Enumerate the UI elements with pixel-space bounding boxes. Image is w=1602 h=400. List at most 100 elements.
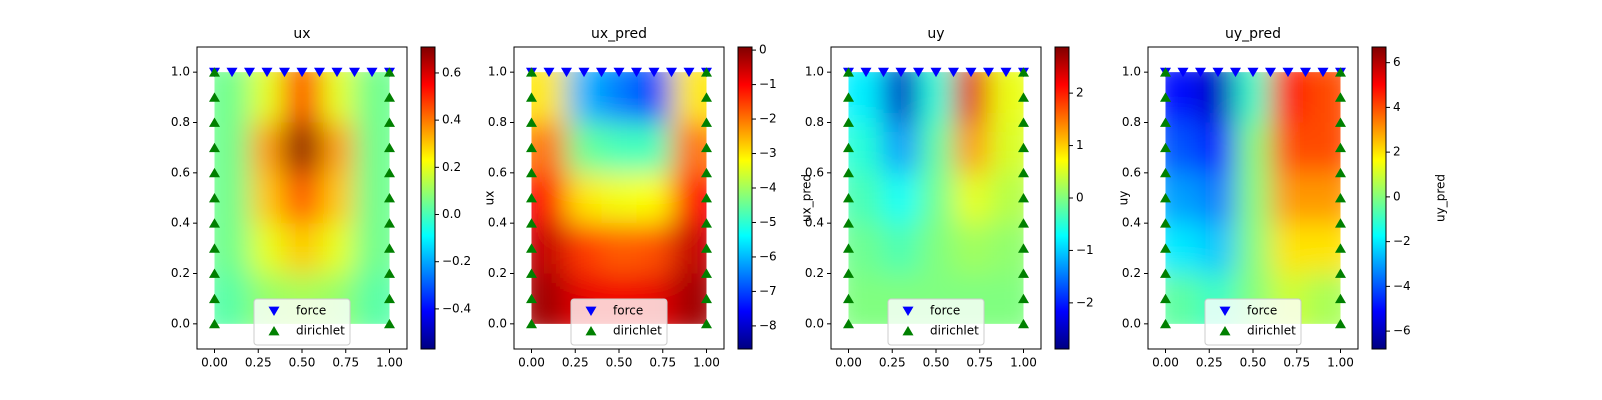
colorbar-tick-label: 0.6 <box>442 65 461 79</box>
boundary-marker <box>1018 167 1029 178</box>
field-cell <box>214 172 250 224</box>
field-cell <box>1235 223 1271 274</box>
field-cell <box>601 72 637 123</box>
field-cell <box>988 72 1024 123</box>
boundary-marker <box>1018 243 1029 253</box>
boundary-marker <box>843 293 854 304</box>
field-cells <box>848 72 1024 324</box>
y-tick-label: 0.6 <box>1122 165 1141 179</box>
boundary-marker <box>913 67 924 78</box>
boundary-marker <box>843 167 854 178</box>
field-cell <box>249 122 285 174</box>
boundary-marker <box>1160 268 1171 278</box>
plot-title: ux <box>293 26 310 42</box>
boundary-marker <box>860 67 872 78</box>
boundary-marker <box>1300 67 1311 78</box>
boundary-marker <box>1160 243 1171 253</box>
field-cell <box>601 223 637 274</box>
field-cell <box>988 223 1024 274</box>
boundary-marker <box>1195 67 1206 78</box>
field-cell <box>566 72 602 123</box>
subplot: ux 0.00 0.25 0.50 0.75 1.00 0.0 0.2 0.4 0.6 0.8 1.0… <box>171 26 497 370</box>
legend-marker <box>1219 306 1231 316</box>
field-cell <box>918 122 954 174</box>
boundary-marker <box>209 142 220 153</box>
field-cell <box>531 172 567 224</box>
field-cell <box>848 273 884 324</box>
boundary-marker <box>384 268 395 278</box>
colorbar-tick-label: 0 <box>759 43 767 57</box>
y-tick-label: 0.2 <box>1122 266 1141 280</box>
y-tick-label: 0.4 <box>1122 216 1141 230</box>
boundary-marker <box>1160 318 1171 329</box>
colorbar-tick-label: 1 <box>1076 138 1084 152</box>
legend-marker <box>585 306 597 316</box>
boundary-marker <box>384 117 395 127</box>
field-cell <box>636 223 672 274</box>
field-cell <box>1200 172 1236 224</box>
legend-label: force <box>930 304 960 318</box>
y-tick-label: 0.0 <box>805 316 824 330</box>
x-tick-label: 1.00 <box>693 356 720 370</box>
boundary-marker <box>701 268 712 278</box>
y-tick-label: 0.4 <box>171 216 190 230</box>
boundary-marker <box>526 318 537 329</box>
boundary-marker <box>1160 218 1171 228</box>
field-cell <box>319 72 355 123</box>
field-cell <box>214 273 250 324</box>
legend-marker <box>585 326 597 336</box>
boundary-marker <box>209 193 220 203</box>
boundary-marker <box>878 67 889 78</box>
boundary-marker <box>843 218 854 228</box>
legend-label: dirichlet <box>1247 324 1296 338</box>
boundary-marker <box>1335 67 1346 77</box>
boundary-marker <box>384 92 395 102</box>
colorbar-label: ux_pred <box>800 174 814 222</box>
boundary-marker <box>1018 193 1029 203</box>
x-tick-label: 0.75 <box>332 356 359 370</box>
field-cell <box>319 122 355 174</box>
boundary-marker <box>384 142 395 153</box>
colorbar-tick-label: −4 <box>759 181 777 195</box>
boundary-marker <box>209 218 220 228</box>
colorbar-tick-label: 2 <box>1076 86 1084 100</box>
colorbar-tick-label: 2 <box>1393 145 1401 159</box>
field-cell <box>354 122 390 174</box>
field-cell <box>1305 172 1341 224</box>
x-tick-label: 0.75 <box>649 356 676 370</box>
boundary-marker <box>843 142 854 153</box>
boundary-marker <box>843 268 854 278</box>
boundary-marker <box>526 117 537 127</box>
x-tick-label: 0.75 <box>1283 356 1310 370</box>
field-cell <box>1305 223 1341 274</box>
plot-title: uy <box>927 26 944 42</box>
field-cell <box>531 122 567 174</box>
x-tick-label: 0.50 <box>1240 356 1267 370</box>
field-cell <box>566 172 602 224</box>
boundary-marker <box>701 243 712 253</box>
boundary-marker <box>666 67 677 78</box>
colorbar-tick-label: −7 <box>759 284 777 298</box>
field-cell <box>354 223 390 274</box>
boundary-marker <box>578 67 590 78</box>
boundary-marker <box>526 67 537 77</box>
boundary-marker <box>1335 117 1346 127</box>
y-tick-label: 0.4 <box>488 216 507 230</box>
colorbar <box>737 46 753 350</box>
field-cells <box>214 72 390 324</box>
field-cell <box>953 172 989 224</box>
x-tick-label: 0.00 <box>518 356 545 370</box>
legend-label: force <box>613 304 643 318</box>
boundary-marker <box>1160 142 1171 153</box>
colorbar-tick-label: −6 <box>759 249 777 263</box>
x-tick-label: 0.00 <box>201 356 228 370</box>
x-tick-label: 0.00 <box>1152 356 1179 370</box>
field-cell <box>636 172 672 224</box>
boundary-marker <box>209 67 220 77</box>
field-cell <box>284 172 320 224</box>
colorbar-tick-label: −3 <box>759 146 777 160</box>
boundary-marker <box>1018 293 1029 304</box>
field-cell <box>1270 72 1306 123</box>
field-cell <box>1165 122 1201 174</box>
boundary-marker <box>526 167 537 178</box>
